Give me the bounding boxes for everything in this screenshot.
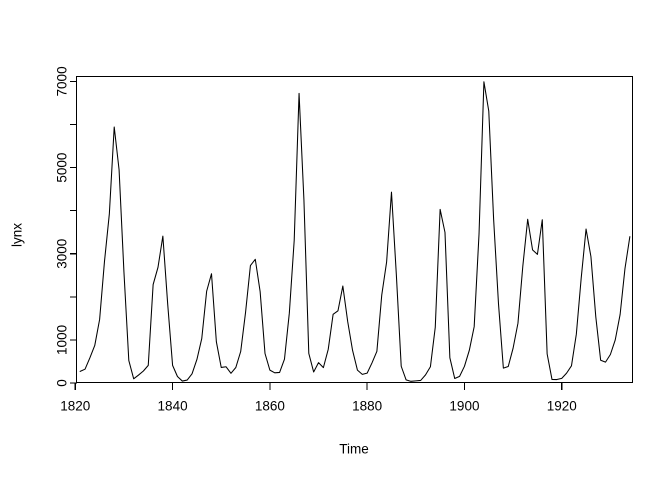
x-axis-ticks: [74, 383, 563, 390]
y-tick-label-3000: 3000: [55, 239, 70, 269]
y-tick-label-7000: 7000: [55, 66, 70, 96]
x-tick-label-1860: 1860: [255, 399, 285, 414]
plot-panel-border: [75, 75, 634, 384]
y-axis-tick-labels: 0 1000 3000 5000 7000: [55, 66, 70, 386]
lynx-series-line: [79, 81, 631, 382]
y-tick-label-0: 0: [55, 379, 70, 387]
x-tick-label-1920: 1920: [547, 399, 577, 414]
y-tick-label-5000: 5000: [55, 153, 70, 183]
x-tick-label-1900: 1900: [449, 399, 479, 414]
x-tick-label-1840: 1840: [158, 399, 188, 414]
x-tick-label-1820: 1820: [60, 399, 90, 414]
x-tick-label-1880: 1880: [352, 399, 382, 414]
x-axis-title: Time: [339, 442, 369, 457]
x-axis-tick-labels: 1820 1840 1860 1880 1900 1920: [60, 399, 576, 414]
y-axis-title: lynx: [10, 223, 25, 247]
y-tick-label-1000: 1000: [55, 325, 70, 355]
